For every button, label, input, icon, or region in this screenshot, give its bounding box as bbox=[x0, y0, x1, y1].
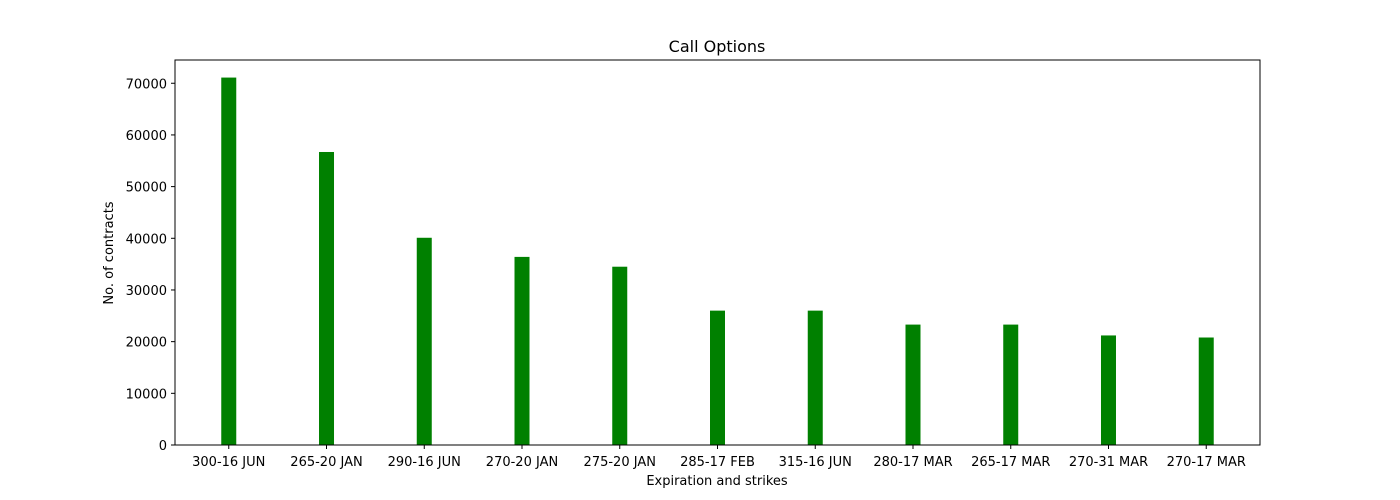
y-tick-label-4: 40000 bbox=[126, 232, 167, 247]
x-tick-label-0: 300-16 JUN bbox=[192, 455, 265, 470]
bar-5 bbox=[710, 310, 725, 445]
chart-title: Call Options bbox=[669, 37, 766, 56]
bar-10 bbox=[1198, 337, 1214, 445]
x-tick-label-2: 290-16 JUN bbox=[388, 455, 461, 470]
x-tick-label-3: 270-20 JAN bbox=[486, 455, 558, 470]
x-tick-label-9: 270-31 MAR bbox=[1069, 455, 1148, 470]
y-axis-ticks: 0 10000 20000 30000 40000 50000 60000 70000 bbox=[126, 77, 175, 454]
bar-0 bbox=[221, 77, 237, 446]
bar-8 bbox=[1003, 324, 1019, 445]
y-tick-label-6: 60000 bbox=[126, 129, 167, 144]
x-tick-label-8: 265-17 MAR bbox=[971, 455, 1050, 470]
y-tick-label-5: 50000 bbox=[126, 181, 167, 196]
y-tick-label-0: 0 bbox=[159, 439, 167, 454]
y-tick-label-7: 70000 bbox=[126, 77, 167, 92]
bar-7 bbox=[905, 324, 921, 445]
x-tick-label-10: 270-17 MAR bbox=[1167, 455, 1246, 470]
bar-3 bbox=[514, 256, 530, 445]
y-tick-label-1: 10000 bbox=[126, 387, 167, 402]
y-axis-title: No. of contracts bbox=[102, 201, 117, 304]
bars-group bbox=[221, 77, 1214, 446]
y-tick-label-3: 30000 bbox=[126, 284, 167, 299]
x-tick-label-4: 275-20 JAN bbox=[584, 455, 656, 470]
x-tick-label-1: 265-20 JAN bbox=[290, 455, 362, 470]
bar-1 bbox=[319, 151, 335, 445]
bar-9 bbox=[1100, 335, 1116, 445]
x-tick-label-7: 280-17 MAR bbox=[873, 455, 952, 470]
x-tick-label-6: 315-16 JUN bbox=[779, 455, 852, 470]
bar-4 bbox=[612, 266, 628, 445]
bar-2 bbox=[416, 237, 432, 445]
x-axis-ticks: 300-16 JUN 265-20 JAN 290-16 JUN 270-20 JAN… bbox=[192, 445, 1246, 470]
bar-6 bbox=[807, 310, 823, 445]
plot-frame bbox=[174, 59, 1261, 446]
x-tick-label-5: 285-17 FEB bbox=[680, 455, 755, 470]
x-axis-title: Expiration and strikes bbox=[646, 474, 788, 489]
y-tick-label-2: 20000 bbox=[126, 336, 167, 351]
